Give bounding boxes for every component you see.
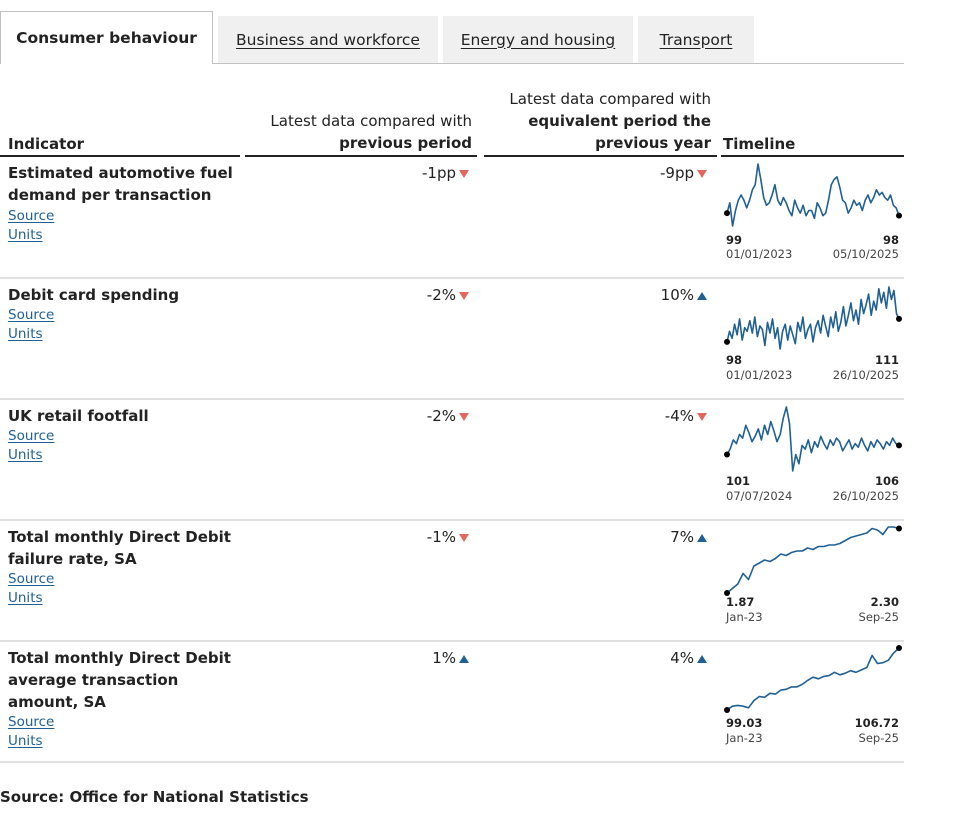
tabs-divider [0, 63, 904, 64]
sparkline-series [726, 286, 900, 350]
sparkline-end-point [896, 442, 902, 449]
down-arrow-icon [697, 412, 707, 421]
sparkline-start-point [724, 338, 730, 345]
start-value: 1.87 [726, 595, 755, 609]
header-rule [0, 155, 240, 157]
sparkline-start-point [724, 210, 730, 217]
row-divider [0, 640, 904, 642]
tab-bar: Consumer behaviour Business and workforc… [0, 11, 904, 64]
start-date: Jan-23 [726, 610, 763, 624]
start-date: 01/01/2023 [726, 368, 793, 382]
source-footnote: Source: Office for National Statistics [0, 788, 309, 806]
units-link[interactable]: Units [8, 447, 43, 463]
units-link[interactable]: Units [8, 326, 43, 342]
units-link[interactable]: Units [8, 227, 43, 243]
header-rule [484, 155, 717, 157]
source-link[interactable]: Source [8, 714, 55, 730]
start-date: 07/07/2024 [726, 489, 793, 503]
units-link[interactable]: Units [8, 590, 43, 606]
header-rule [245, 155, 477, 157]
row-divider [0, 761, 904, 763]
previous-year-change: -9pp [567, 162, 707, 184]
indicator-title: UK retail footfall [8, 407, 149, 425]
sparkline-fuel-demand [724, 163, 902, 227]
previous-year-change: 10% [567, 284, 707, 306]
sparkline-series [726, 163, 900, 227]
column-header-previous-period: Latest data compared with previous perio… [270, 112, 472, 152]
end-date: 26/10/2025 [832, 368, 899, 382]
down-arrow-icon [459, 169, 469, 178]
sparkline-series [726, 526, 900, 594]
sparkline-series [726, 406, 900, 472]
previous-year-change: 4% [567, 647, 707, 669]
previous-period-change: 1% [329, 647, 469, 669]
sparkline-debit-card [724, 286, 902, 350]
source-link[interactable]: Source [8, 208, 55, 224]
sparkline-end-point [896, 315, 902, 322]
sparkline-end-point [896, 645, 902, 651]
sparkline-dd-failure-rate [724, 525, 902, 596]
start-value: 99 [726, 233, 743, 247]
row-divider [0, 398, 904, 400]
indicator-title: Total monthly Direct Debit average trans… [8, 649, 231, 711]
sparkline-retail-footfall [724, 406, 902, 472]
source-link[interactable]: Source [8, 571, 55, 587]
sparkline-series [726, 647, 900, 711]
tab-business-and-workforce[interactable]: Business and workforce [218, 16, 438, 63]
sparkline-dd-average-amount [724, 645, 902, 713]
down-arrow-icon [697, 169, 707, 178]
up-arrow-icon [697, 291, 707, 300]
up-arrow-icon [697, 533, 707, 542]
end-date: Sep-25 [858, 731, 899, 745]
start-date: 01/01/2023 [726, 247, 793, 261]
end-value: 98 [882, 233, 899, 247]
indicator-title: Total monthly Direct Debit failure rate,… [8, 528, 231, 568]
down-arrow-icon [459, 291, 469, 300]
end-date: 05/10/2025 [832, 247, 899, 261]
previous-period-change: -1% [329, 526, 469, 548]
sparkline-end-point [896, 525, 902, 532]
end-date: Sep-25 [858, 610, 899, 624]
down-arrow-icon [459, 412, 469, 421]
down-arrow-icon [459, 533, 469, 542]
source-link[interactable]: Source [8, 307, 55, 323]
header-rule [721, 155, 904, 157]
start-date: Jan-23 [726, 731, 763, 745]
end-value: 106.72 [854, 716, 899, 730]
previous-period-change: -2% [329, 405, 469, 427]
indicator-title: Debit card spending [8, 286, 180, 304]
sparkline-start-point [724, 707, 730, 713]
source-link[interactable]: Source [8, 428, 55, 444]
start-value: 99.03 [726, 716, 763, 730]
up-arrow-icon [697, 654, 707, 663]
end-value: 2.30 [870, 595, 899, 609]
start-value: 101 [726, 474, 751, 488]
previous-year-change: -4% [567, 405, 707, 427]
up-arrow-icon [459, 654, 469, 663]
end-date: 26/10/2025 [832, 489, 899, 503]
indicator-title: Estimated automotive fuel demand per tra… [8, 164, 233, 204]
previous-year-change: 7% [567, 526, 707, 548]
start-value: 98 [726, 353, 743, 367]
column-header-timeline: Timeline [723, 135, 796, 153]
sparkline-start-point [724, 590, 730, 596]
previous-period-change: -1pp [329, 162, 469, 184]
tab-transport[interactable]: Transport [638, 16, 754, 63]
units-link[interactable]: Units [8, 733, 43, 749]
sparkline-end-point [896, 212, 902, 219]
tab-energy-and-housing[interactable]: Energy and housing [443, 16, 633, 63]
sparkline-start-point [724, 451, 730, 458]
column-header-indicator: Indicator [8, 135, 85, 153]
previous-period-change: -2% [329, 284, 469, 306]
end-value: 111 [874, 353, 899, 367]
end-value: 106 [874, 474, 899, 488]
row-divider [0, 277, 904, 279]
row-divider [0, 519, 904, 521]
column-header-previous-year: Latest data compared with equivalent per… [509, 90, 711, 152]
tab-consumer-behaviour[interactable]: Consumer behaviour [0, 11, 213, 64]
